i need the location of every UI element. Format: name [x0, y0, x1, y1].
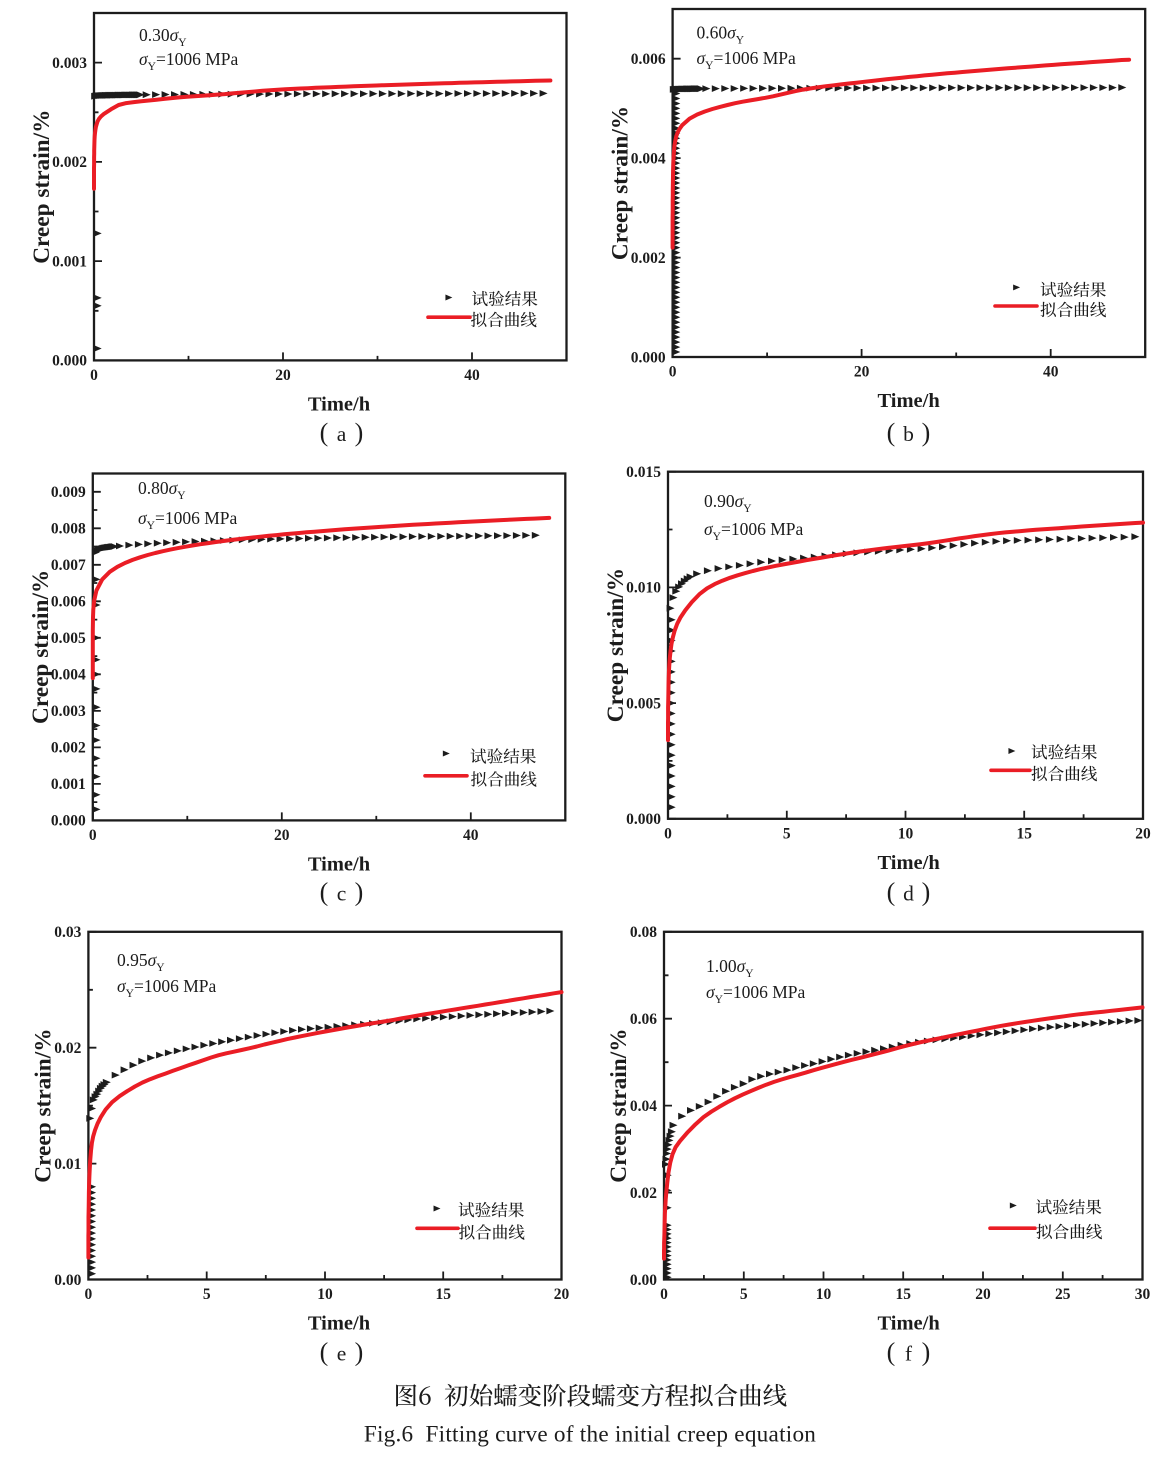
svg-text:0.06: 0.06	[630, 1011, 657, 1028]
svg-text:Time/h: Time/h	[308, 1313, 371, 1335]
svg-text:d: d	[903, 882, 914, 906]
svg-text:a: a	[337, 422, 347, 446]
svg-text:40: 40	[464, 367, 480, 384]
svg-text:0.000: 0.000	[631, 349, 666, 366]
svg-text:f: f	[905, 1342, 913, 1366]
svg-text:σY=1006 MPa: σY=1006 MPa	[697, 48, 796, 72]
svg-text:0.03: 0.03	[54, 924, 81, 941]
svg-text:(: (	[320, 878, 329, 907]
svg-text:): )	[355, 1338, 364, 1367]
svg-text:0.006: 0.006	[631, 51, 666, 68]
svg-text:0.002: 0.002	[52, 154, 87, 171]
svg-text:0.00: 0.00	[630, 1272, 657, 1289]
svg-text:0.000: 0.000	[51, 813, 86, 830]
svg-text:5: 5	[783, 825, 791, 842]
svg-text:Time/h: Time/h	[877, 852, 940, 874]
svg-text:20: 20	[554, 1286, 570, 1303]
svg-text:Fig.6 Fitting curve of the in: Fig.6 Fitting curve of the initial creep…	[364, 1422, 816, 1448]
svg-text:0.004: 0.004	[631, 150, 666, 167]
svg-text:10: 10	[816, 1286, 832, 1303]
svg-text:Creep strain/%: Creep strain/%	[608, 106, 634, 260]
svg-text:10: 10	[317, 1286, 333, 1303]
svg-text:0.002: 0.002	[51, 740, 86, 757]
svg-text:0.009: 0.009	[51, 484, 86, 501]
svg-text:0.02: 0.02	[54, 1040, 81, 1057]
svg-text:0.015: 0.015	[626, 464, 661, 481]
svg-text:0.005: 0.005	[51, 630, 86, 647]
svg-text:b: b	[903, 422, 914, 446]
svg-text:Creep strain/%: Creep strain/%	[603, 568, 629, 722]
svg-text:σY=1006 MPa: σY=1006 MPa	[117, 976, 216, 1000]
svg-text:0.08: 0.08	[630, 924, 657, 941]
svg-text:(: (	[887, 878, 896, 907]
svg-text:): )	[922, 1338, 931, 1367]
svg-text:0.003: 0.003	[51, 703, 86, 720]
svg-text:15: 15	[895, 1286, 911, 1303]
svg-text:15: 15	[435, 1286, 451, 1303]
svg-text:0.00: 0.00	[54, 1272, 81, 1289]
svg-text:σY=1006 MPa: σY=1006 MPa	[138, 508, 237, 532]
svg-text:(: (	[887, 1338, 896, 1367]
svg-text:): )	[922, 418, 931, 447]
svg-text:40: 40	[1043, 364, 1059, 381]
svg-text:σY=1006 MPa: σY=1006 MPa	[704, 519, 803, 543]
svg-text:Time/h: Time/h	[877, 390, 940, 412]
svg-text:Time/h: Time/h	[308, 853, 371, 875]
svg-text:20: 20	[275, 367, 291, 384]
svg-text:e: e	[337, 1342, 347, 1366]
svg-text:Creep strain/%: Creep strain/%	[606, 1028, 632, 1182]
svg-text:20: 20	[274, 827, 290, 844]
svg-text:25: 25	[1055, 1286, 1071, 1303]
svg-text:0.001: 0.001	[52, 253, 87, 270]
svg-text:Creep strain/%: Creep strain/%	[31, 1028, 57, 1182]
svg-text:0.01: 0.01	[54, 1156, 81, 1173]
svg-text:0.002: 0.002	[631, 250, 666, 267]
svg-text:(: (	[320, 418, 329, 447]
svg-text:0.04: 0.04	[630, 1098, 657, 1115]
svg-text:20: 20	[975, 1286, 991, 1303]
svg-text:): )	[355, 418, 364, 447]
svg-text:0.006: 0.006	[51, 594, 86, 611]
svg-text:): )	[922, 878, 931, 907]
svg-text:0: 0	[664, 825, 672, 842]
svg-text:0.003: 0.003	[52, 55, 87, 72]
svg-text:0: 0	[90, 367, 98, 384]
svg-text:Time/h: Time/h	[308, 393, 371, 415]
svg-text:0.000: 0.000	[626, 811, 661, 828]
svg-text:Time/h: Time/h	[877, 1313, 940, 1335]
svg-text:σY=1006 MPa: σY=1006 MPa	[706, 982, 805, 1006]
svg-text:5: 5	[740, 1286, 748, 1303]
svg-text:0.001: 0.001	[51, 776, 86, 793]
svg-text:σY=1006 MPa: σY=1006 MPa	[139, 49, 238, 73]
svg-text:0.02: 0.02	[630, 1185, 657, 1202]
svg-text:0.005: 0.005	[626, 695, 661, 712]
svg-text:(: (	[887, 418, 896, 447]
svg-text:15: 15	[1016, 825, 1032, 842]
svg-text:Creep strain/%: Creep strain/%	[29, 110, 55, 264]
svg-text:20: 20	[1135, 825, 1151, 842]
svg-text:10: 10	[898, 825, 914, 842]
svg-text:20: 20	[854, 364, 870, 381]
svg-text:5: 5	[203, 1286, 211, 1303]
svg-text:40: 40	[463, 827, 479, 844]
svg-text:0: 0	[89, 827, 97, 844]
svg-text:): )	[355, 878, 364, 907]
svg-text:0: 0	[669, 364, 677, 381]
svg-text:0.007: 0.007	[51, 557, 86, 574]
svg-text:(: (	[320, 1338, 329, 1367]
svg-text:c: c	[337, 882, 347, 906]
svg-text:Creep strain/%: Creep strain/%	[28, 570, 54, 724]
svg-text:0: 0	[660, 1286, 668, 1303]
svg-text:0.010: 0.010	[626, 580, 661, 597]
svg-text:0.004: 0.004	[51, 667, 86, 684]
svg-text:0: 0	[85, 1286, 93, 1303]
svg-text:30: 30	[1135, 1286, 1151, 1303]
svg-text:0.000: 0.000	[52, 353, 87, 370]
svg-text:0.008: 0.008	[51, 521, 86, 538]
